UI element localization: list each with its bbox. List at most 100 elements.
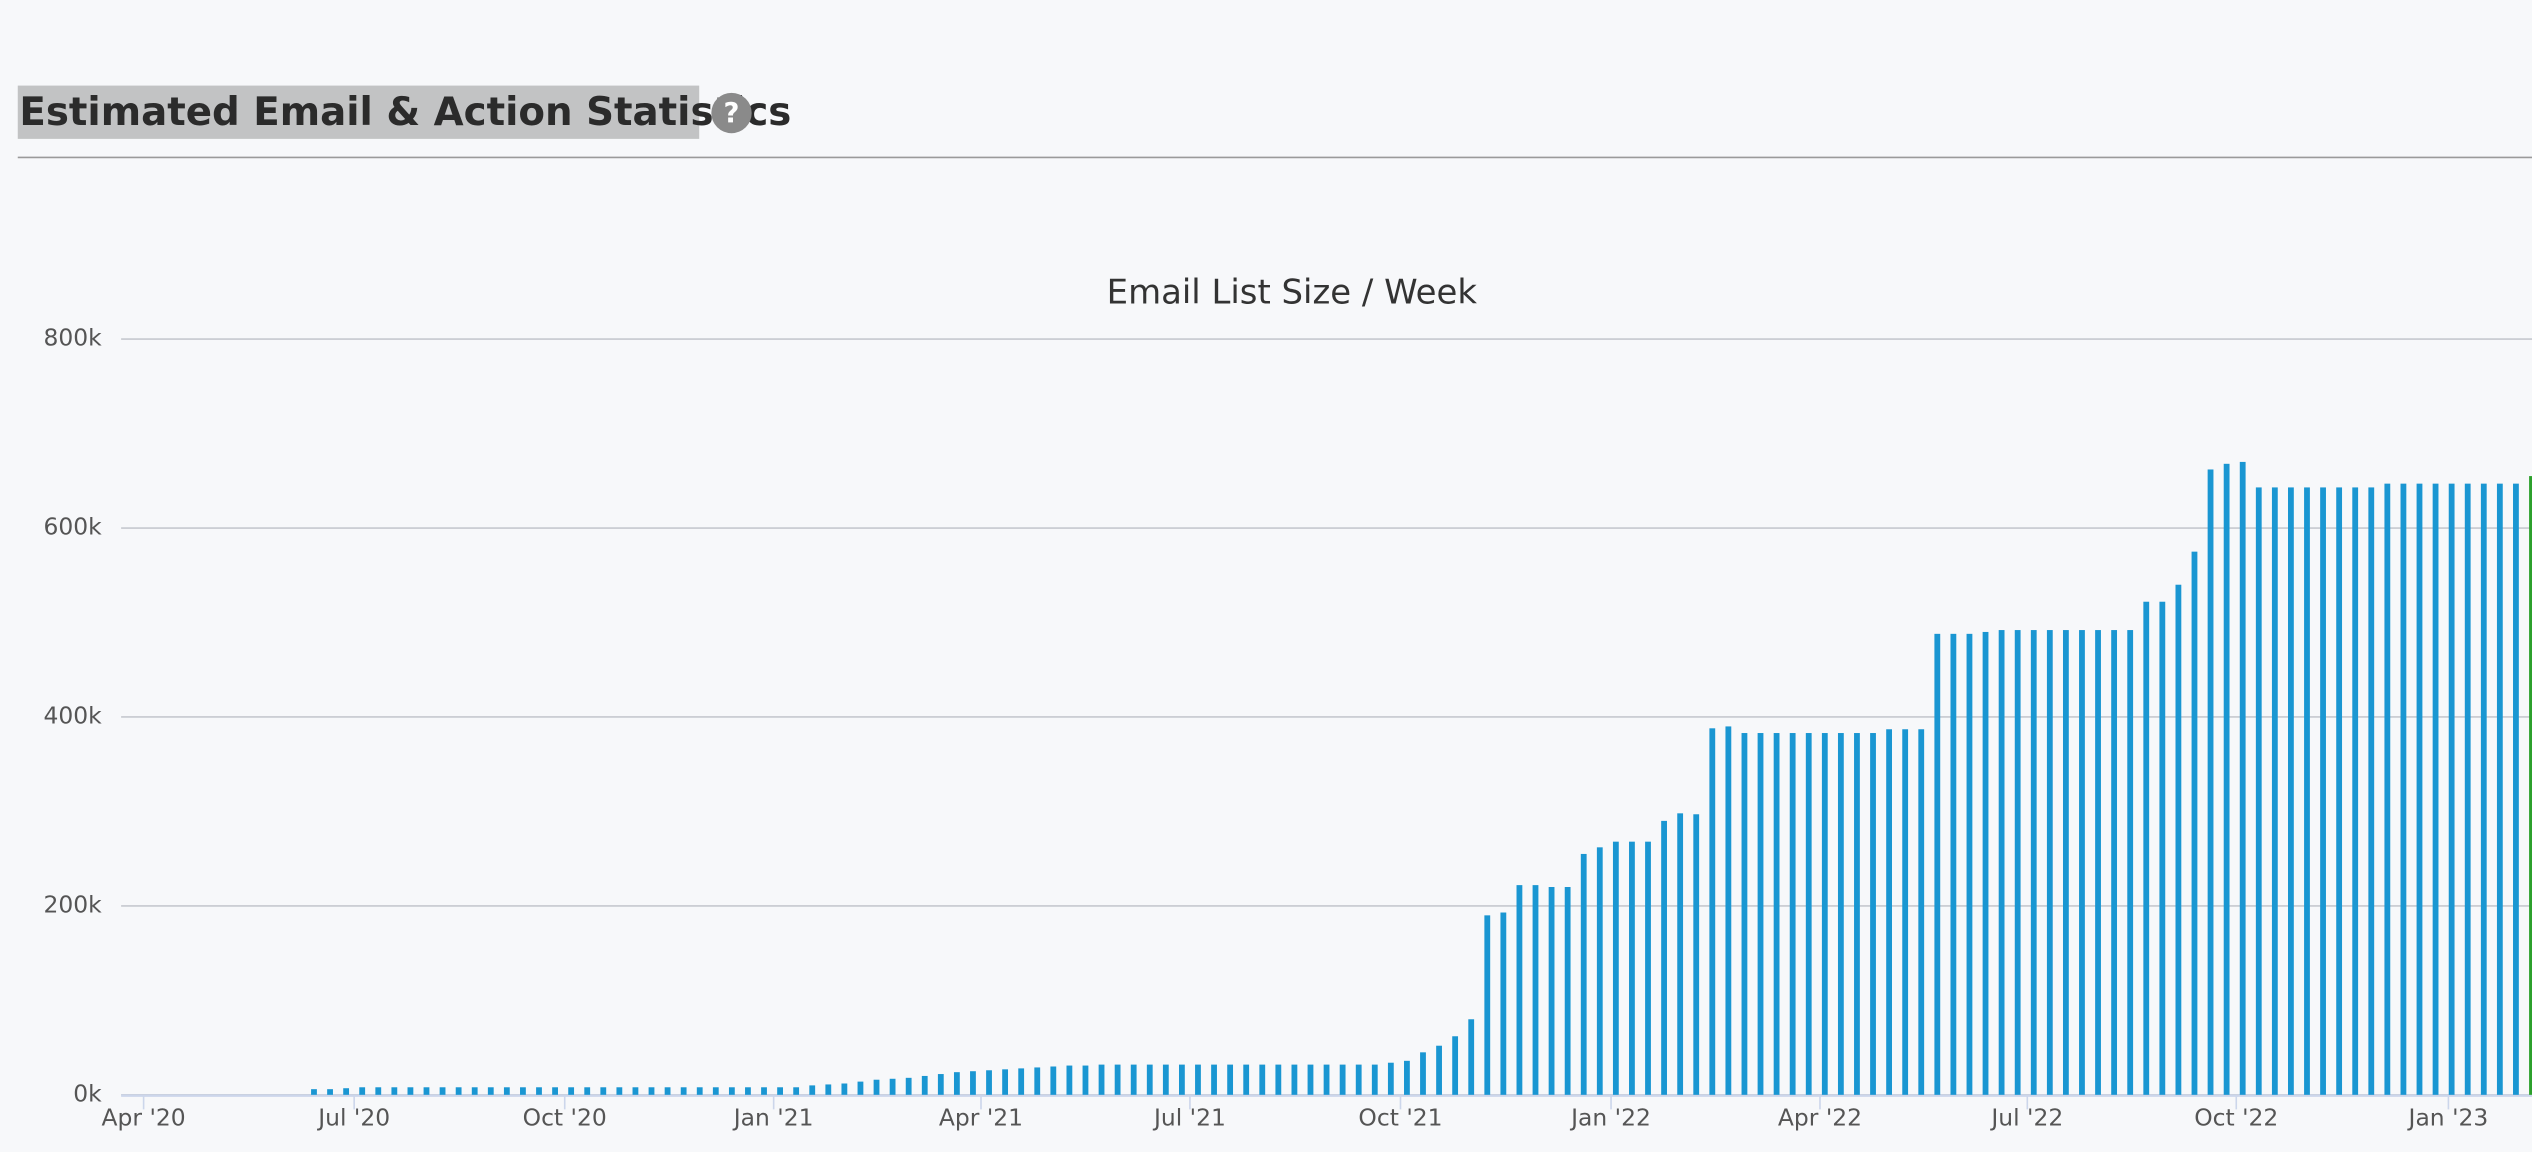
bar	[1580, 853, 1587, 1095]
y-tick-label: 0k	[73, 1079, 102, 1107]
chart-title: Email List Size / Week	[1107, 272, 1478, 311]
bar	[1789, 733, 1796, 1095]
bar	[809, 1085, 816, 1095]
bar	[648, 1087, 655, 1095]
bar	[1596, 847, 1603, 1095]
bar	[359, 1087, 366, 1095]
bar	[2304, 487, 2310, 1095]
bar	[2336, 487, 2343, 1095]
plot: 0k 200k 400k 600k 800k Apr '20 Jul '20 Oct '20 J…	[43, 324, 2532, 1132]
y-tick-label: 400k	[43, 701, 102, 729]
bar	[2271, 487, 2278, 1095]
bar	[616, 1087, 623, 1095]
x-tick-label: Jul '21	[1152, 1104, 1226, 1132]
bar	[2175, 584, 2182, 1095]
bar	[1387, 1062, 1394, 1095]
bar	[1725, 726, 1732, 1095]
bar	[1870, 733, 1876, 1095]
bar	[439, 1087, 446, 1095]
bar	[1243, 1064, 1250, 1095]
bar	[2159, 601, 2166, 1095]
bar	[2400, 483, 2407, 1095]
bar	[825, 1084, 832, 1095]
bar	[2255, 487, 2262, 1095]
bar	[873, 1079, 880, 1095]
bar	[2014, 630, 2021, 1095]
bar	[471, 1087, 478, 1095]
bar	[1516, 885, 1523, 1095]
bar	[1275, 1064, 1282, 1095]
bar	[2191, 551, 2198, 1095]
bar	[520, 1087, 526, 1095]
bar	[1918, 729, 1925, 1095]
y-tick-label: 800k	[43, 324, 102, 352]
bar	[1227, 1064, 1234, 1095]
bar	[2496, 483, 2503, 1095]
heading-highlight	[17, 85, 700, 139]
bar	[1677, 813, 1684, 1095]
bar	[1500, 912, 1507, 1095]
bar	[1034, 1067, 1041, 1095]
bar	[1629, 841, 1635, 1095]
bar	[728, 1087, 735, 1095]
bar	[2111, 630, 2118, 1095]
bar	[1837, 733, 1844, 1095]
bar	[712, 1087, 719, 1095]
bar	[600, 1087, 607, 1095]
help-icon[interactable]	[711, 92, 752, 134]
bar	[391, 1087, 398, 1095]
bar	[1966, 633, 1973, 1095]
bar	[921, 1075, 928, 1095]
bar	[1452, 1036, 1459, 1095]
bar	[2529, 476, 2532, 1095]
x-tick-label: Jan '22	[1569, 1104, 1651, 1132]
bar	[2352, 487, 2359, 1095]
bar	[487, 1087, 494, 1095]
x-tick-label: Apr '21	[939, 1104, 1023, 1132]
bar	[2143, 601, 2150, 1095]
bar	[2288, 487, 2294, 1095]
bar	[1178, 1064, 1185, 1095]
bar	[1805, 733, 1812, 1095]
bar	[2046, 630, 2053, 1095]
bar	[761, 1087, 767, 1095]
bar	[1886, 729, 1893, 1095]
x-tick-label: Oct '22	[2194, 1104, 2278, 1132]
bar	[1291, 1064, 1298, 1095]
bar	[1018, 1068, 1025, 1095]
bar	[696, 1087, 703, 1095]
section-heading: Estimated Email & Action Statistics	[19, 90, 791, 135]
help-icon-glyph[interactable]: ?	[724, 98, 740, 129]
bar	[584, 1087, 591, 1095]
bar	[1854, 733, 1860, 1095]
bar	[745, 1087, 751, 1095]
bar	[2207, 469, 2214, 1095]
x-tick-label: Oct '21	[1358, 1104, 1442, 1132]
bar	[1259, 1064, 1266, 1095]
bar	[1162, 1064, 1169, 1095]
bar	[2464, 483, 2471, 1095]
bar	[1645, 841, 1651, 1095]
bar	[2448, 483, 2455, 1095]
bar	[1002, 1069, 1009, 1095]
bar	[1436, 1045, 1442, 1095]
bar	[1741, 733, 1748, 1095]
bar	[841, 1083, 848, 1095]
y-tick-label: 200k	[43, 890, 102, 918]
x-tick-label: Apr '22	[1778, 1104, 1862, 1132]
bar	[2320, 487, 2326, 1095]
bar	[1902, 729, 1909, 1095]
x-tick-label: Jan '23	[2407, 1104, 2489, 1132]
bar	[970, 1071, 976, 1095]
bar	[2062, 630, 2069, 1095]
bar	[2223, 463, 2230, 1095]
bar	[2095, 630, 2101, 1095]
x-tick-label: Jul '20	[316, 1104, 390, 1132]
bar	[2239, 461, 2246, 1095]
bar	[311, 1089, 317, 1095]
bar	[1420, 1052, 1426, 1095]
bar	[2127, 630, 2134, 1095]
bar	[1661, 820, 1667, 1095]
bar	[2480, 483, 2487, 1095]
